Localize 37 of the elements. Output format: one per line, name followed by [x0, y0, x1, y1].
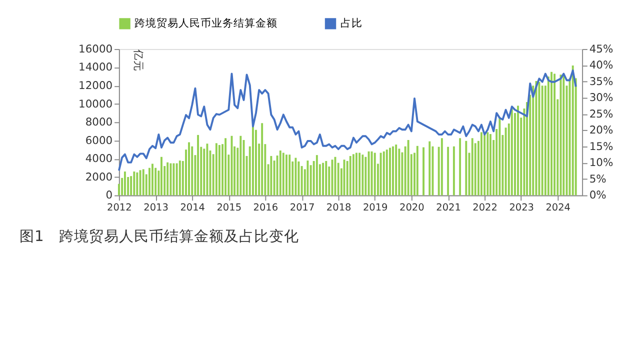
y2-tick-label: 30% — [589, 91, 614, 104]
x-tick-label: 2020 — [400, 202, 424, 214]
y-axis-title: 亿元 — [132, 48, 146, 72]
x-tick-label: 2018 — [326, 202, 352, 214]
y2-tick-label: 40% — [589, 58, 614, 72]
x-tick-label: 2014 — [180, 202, 205, 214]
y2-tick-label: 0% — [589, 188, 606, 202]
y2-tick-label: 20% — [589, 124, 614, 137]
y-tick-label: 0 — [106, 188, 113, 202]
x-tick-label: 2024 — [546, 202, 571, 214]
y-tick-label: 4000 — [85, 152, 113, 166]
text: 图1 跨境贸易人民币结算金额及占比变化 — [20, 228, 299, 246]
x-tick-label: 2019 — [362, 202, 388, 214]
y-tick-label: 8000 — [85, 116, 113, 129]
y2-tick-label: 10% — [589, 156, 614, 170]
legend-label: 占比 — [340, 16, 362, 30]
y-tick-label: 2000 — [85, 170, 113, 184]
legend-label: 跨境贸易人民币业务结算金额 — [134, 16, 278, 30]
x-tick-label: 2015 — [216, 202, 242, 214]
x-tick-label: 2013 — [144, 202, 168, 214]
line-series — [118, 70, 577, 172]
y2-tick-label: 25% — [589, 107, 614, 120]
y2-tick-label: 45% — [589, 42, 614, 56]
y-tick-label: 14000 — [78, 60, 113, 74]
y2-tick-label: 15% — [589, 140, 614, 153]
y2-tick-label: 35% — [589, 74, 614, 88]
x-tick-label: 2023 — [509, 202, 534, 214]
y-tick-label: 6000 — [85, 134, 113, 147]
x-tick-label: 2016 — [253, 202, 278, 214]
x-tick-label: 2012 — [107, 202, 132, 214]
x-tick-label: 2021 — [436, 202, 461, 214]
x-tick-label: 2022 — [472, 202, 498, 214]
y-tick-label: 16000 — [78, 42, 113, 56]
y2-tick-label: 5% — [589, 172, 606, 186]
x-tick-label: 2017 — [290, 202, 315, 214]
y-tick-label: 12000 — [78, 79, 113, 92]
y-tick-label: 10000 — [78, 97, 113, 110]
